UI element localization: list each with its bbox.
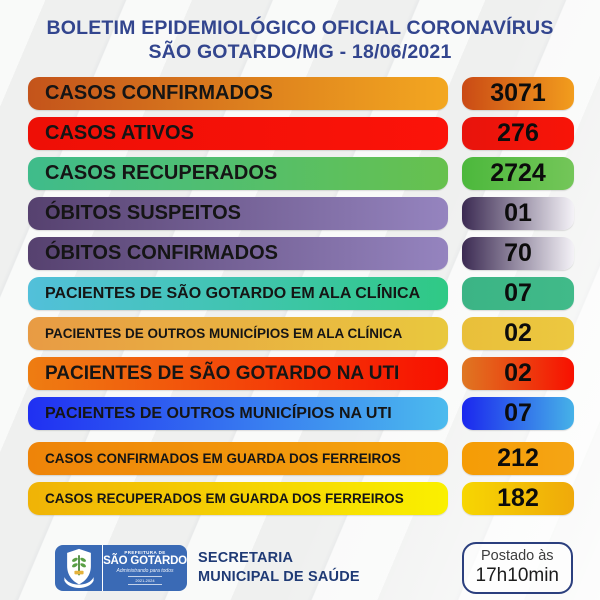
stat-label: CASOS ATIVOS bbox=[28, 117, 448, 150]
stat-value-text: 182 bbox=[497, 484, 539, 512]
bulletin-title: BOLETIM EPIDEMIOLÓGICO OFICIAL CORONAVÍR… bbox=[0, 0, 600, 65]
shield-icon bbox=[63, 548, 94, 588]
stat-label: PACIENTES DE SÃO GOTARDO EM ALA CLÍNICA bbox=[28, 277, 448, 310]
stat-value-text: 01 bbox=[504, 199, 532, 227]
secretariat-line-1: SECRETARIA bbox=[198, 549, 294, 566]
stat-label: CASOS RECUPERADOS EM GUARDA DOS FERREIRO… bbox=[28, 482, 448, 515]
coat-of-arms-icon bbox=[55, 544, 103, 591]
stat-label: CASOS CONFIRMADOS EM GUARDA DOS FERREIRO… bbox=[28, 442, 448, 475]
stats-list: CASOS CONFIRMADOS 3071 CASOS ATIVOS 276 … bbox=[28, 77, 574, 515]
logo-sao-gotardo: SÃO GOTARDO bbox=[103, 554, 187, 567]
stat-value: 02 bbox=[462, 317, 574, 350]
row-casos-recuperados: CASOS RECUPERADOS 2724 bbox=[28, 157, 574, 190]
posted-time: 17h10min bbox=[475, 564, 559, 586]
footer: PREFEITURA DE SÃO GOTARDO Administrando … bbox=[55, 541, 573, 594]
row-pacientes-sg-ala-clinica: PACIENTES DE SÃO GOTARDO EM ALA CLÍNICA … bbox=[28, 277, 574, 310]
title-line-1: BOLETIM EPIDEMIOLÓGICO OFICIAL CORONAVÍR… bbox=[46, 17, 554, 39]
stat-value-text: 212 bbox=[497, 444, 539, 472]
prefeitura-logo: PREFEITURA DE SÃO GOTARDO Administrando … bbox=[55, 544, 187, 591]
stat-value-text: 02 bbox=[504, 359, 532, 387]
row-obitos-suspeitos: ÓBITOS SUSPEITOS 01 bbox=[28, 197, 574, 230]
stat-value: 70 bbox=[462, 237, 574, 270]
stat-label-text: PACIENTES DE SÃO GOTARDO EM ALA CLÍNICA bbox=[45, 284, 421, 302]
stat-label-text: CASOS RECUPERADOS bbox=[45, 162, 278, 184]
logo-prefeitura-de: PREFEITURA DE bbox=[124, 549, 166, 555]
stat-label: PACIENTES DE OUTROS MUNICÍPIOS EM ALA CL… bbox=[28, 317, 448, 350]
stat-label-text: ÓBITOS SUSPEITOS bbox=[45, 202, 241, 224]
stat-label-text: ÓBITOS CONFIRMADOS bbox=[45, 242, 278, 264]
stat-value-text: 02 bbox=[504, 319, 532, 347]
stat-label: PACIENTES DE OUTROS MUNICÍPIOS NA UTI bbox=[28, 397, 448, 430]
stat-label-text: PACIENTES DE OUTROS MUNICÍPIOS EM ALA CL… bbox=[45, 326, 403, 341]
secretariat-title: SECRETARIA MUNICIPAL DE SAÚDE bbox=[198, 549, 360, 587]
title-line-2: SÃO GOTARDO/MG - 18/06/2021 bbox=[148, 40, 452, 63]
stat-label: PACIENTES DE SÃO GOTARDO NA UTI bbox=[28, 357, 448, 390]
stat-value-text: 07 bbox=[504, 279, 532, 307]
logo-text-block: PREFEITURA DE SÃO GOTARDO Administrando … bbox=[103, 545, 187, 591]
stat-label: CASOS CONFIRMADOS bbox=[28, 77, 448, 110]
stat-value-text: 2724 bbox=[490, 159, 546, 187]
row-pacientes-outros-ala-clinica: PACIENTES DE OUTROS MUNICÍPIOS EM ALA CL… bbox=[28, 317, 574, 350]
stat-value: 07 bbox=[462, 277, 574, 310]
stat-value: 276 bbox=[462, 117, 574, 150]
row-casos-confirmados-guarda: CASOS CONFIRMADOS EM GUARDA DOS FERREIRO… bbox=[28, 442, 574, 475]
stat-label-text: CASOS RECUPERADOS EM GUARDA DOS FERREIRO… bbox=[45, 491, 404, 506]
stat-label-text: CASOS CONFIRMADOS bbox=[45, 82, 273, 104]
stat-value: 3071 bbox=[462, 77, 574, 110]
stat-value: 07 bbox=[462, 397, 574, 430]
stat-value: 01 bbox=[462, 197, 574, 230]
stat-label-text: CASOS CONFIRMADOS EM GUARDA DOS FERREIRO… bbox=[45, 451, 401, 466]
secretariat-line-2: MUNICIPAL DE SAÚDE bbox=[198, 568, 360, 585]
stat-label-text: PACIENTES DE OUTROS MUNICÍPIOS NA UTI bbox=[45, 404, 392, 422]
stat-label-text: PACIENTES DE SÃO GOTARDO NA UTI bbox=[45, 362, 400, 384]
stat-value-text: 3071 bbox=[490, 79, 546, 107]
logo-mandate-years: 2021-2024 bbox=[128, 575, 162, 585]
row-pacientes-sg-uti: PACIENTES DE SÃO GOTARDO NA UTI 02 bbox=[28, 357, 574, 390]
row-casos-ativos: CASOS ATIVOS 276 bbox=[28, 117, 574, 150]
stat-value: 2724 bbox=[462, 157, 574, 190]
stat-value-text: 276 bbox=[497, 119, 539, 147]
stat-label-text: CASOS ATIVOS bbox=[45, 122, 194, 144]
logo-slogan: Administrando para todos bbox=[116, 567, 174, 574]
row-casos-recuperados-guarda: CASOS RECUPERADOS EM GUARDA DOS FERREIRO… bbox=[28, 482, 574, 515]
row-obitos-confirmados: ÓBITOS CONFIRMADOS 70 bbox=[28, 237, 574, 270]
stat-value: 212 bbox=[462, 442, 574, 475]
stat-label: ÓBITOS SUSPEITOS bbox=[28, 197, 448, 230]
row-pacientes-outros-uti: PACIENTES DE OUTROS MUNICÍPIOS NA UTI 07 bbox=[28, 397, 574, 430]
stat-value: 02 bbox=[462, 357, 574, 390]
stat-value: 182 bbox=[462, 482, 574, 515]
row-casos-confirmados: CASOS CONFIRMADOS 3071 bbox=[28, 77, 574, 110]
stat-value-text: 07 bbox=[504, 399, 532, 427]
stat-value-text: 70 bbox=[504, 239, 532, 267]
stat-label: ÓBITOS CONFIRMADOS bbox=[28, 237, 448, 270]
posted-time-badge: Postado às 17h10min bbox=[461, 541, 573, 594]
stat-label: CASOS RECUPERADOS bbox=[28, 157, 448, 190]
posted-label: Postado às bbox=[480, 547, 554, 564]
